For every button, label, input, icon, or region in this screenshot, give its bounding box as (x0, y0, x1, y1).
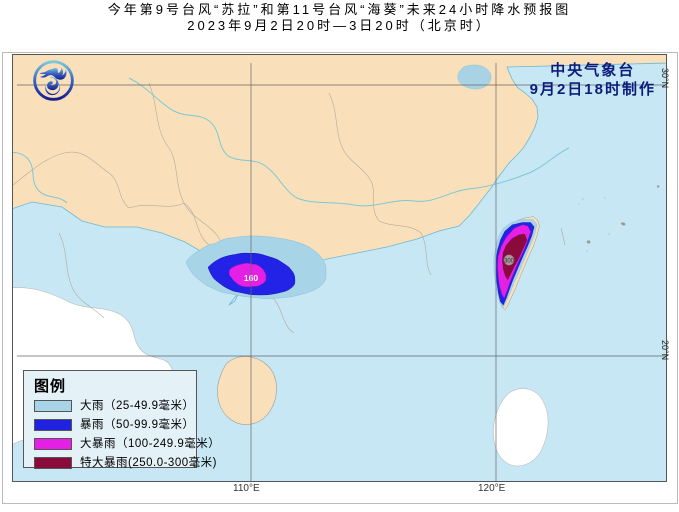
svg-text:300: 300 (504, 259, 515, 265)
